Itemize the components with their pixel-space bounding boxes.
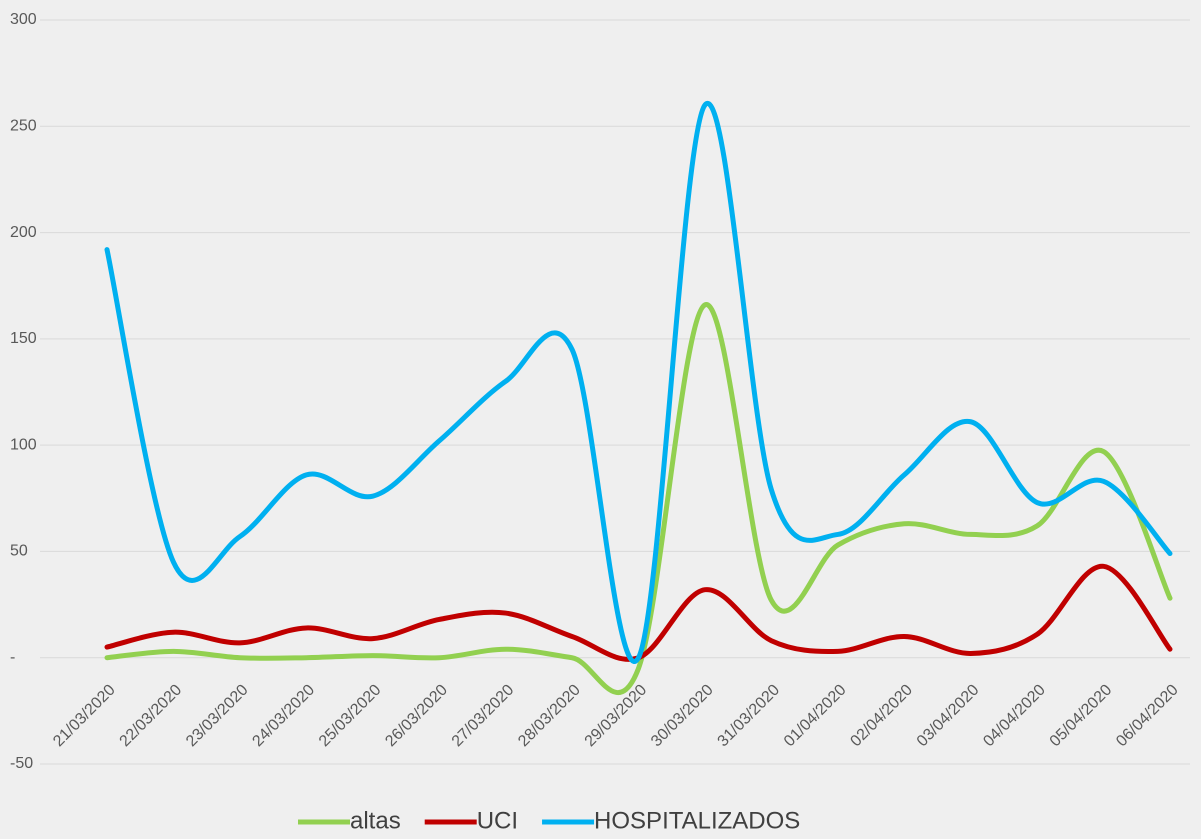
- x-tick-label: 03/04/2020: [914, 681, 983, 750]
- x-tick-label: 21/03/2020: [50, 681, 119, 750]
- series-line: [104, 100, 1173, 664]
- x-tick-label: 23/03/2020: [183, 681, 252, 750]
- x-tick-label: 30/03/2020: [648, 681, 717, 750]
- x-tick-label: 22/03/2020: [117, 681, 186, 750]
- x-tick-label: 02/04/2020: [847, 681, 916, 750]
- x-tick-label: 04/04/2020: [980, 681, 1049, 750]
- legend-label: UCI: [477, 807, 518, 834]
- legend-label: altas: [350, 807, 401, 834]
- y-tick-label: 200: [10, 224, 37, 241]
- x-tick-label: 06/04/2020: [1113, 681, 1182, 750]
- x-tick-label: 25/03/2020: [316, 681, 385, 750]
- y-tick-label: -: [10, 649, 15, 666]
- x-tick-label: 26/03/2020: [382, 681, 451, 750]
- x-tick-label: 05/04/2020: [1047, 681, 1116, 750]
- x-tick-label: 01/04/2020: [781, 681, 850, 750]
- x-tick-label: 28/03/2020: [515, 681, 584, 750]
- x-tick-label: 31/03/2020: [715, 681, 784, 750]
- y-tick-label: -50: [10, 755, 33, 772]
- x-tick-label: 24/03/2020: [249, 681, 318, 750]
- y-tick-label: 150: [10, 330, 37, 347]
- x-tick-label: 27/03/2020: [449, 681, 518, 750]
- legend-label: HOSPITALIZADOS: [594, 807, 800, 834]
- legend: altas UCI HOSPITALIZADOS: [298, 807, 800, 834]
- series-line: [104, 563, 1173, 662]
- y-tick-label: 250: [10, 118, 37, 135]
- series-line: [104, 302, 1173, 696]
- y-tick-label: 50: [10, 543, 28, 560]
- y-tick-label: 100: [10, 436, 37, 453]
- y-tick-label: 300: [10, 11, 37, 28]
